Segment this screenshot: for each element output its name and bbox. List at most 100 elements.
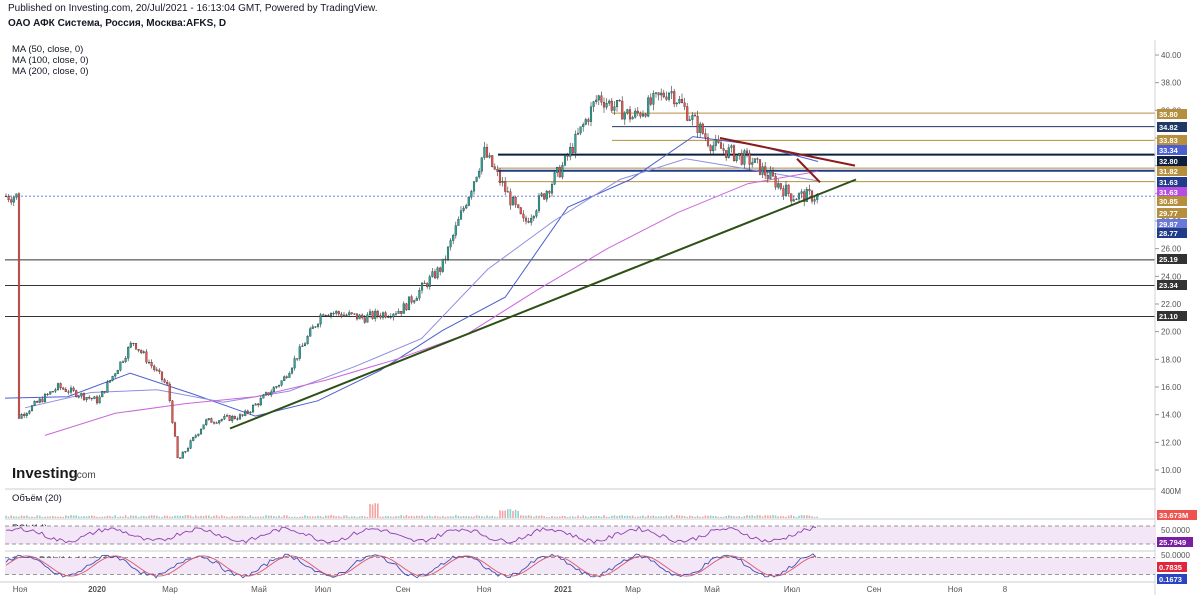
candle-body bbox=[246, 410, 249, 414]
candle-body bbox=[194, 435, 197, 438]
candle-body bbox=[410, 296, 413, 303]
stoch-d-badge bbox=[1157, 574, 1187, 584]
volume-bar bbox=[218, 516, 220, 518]
volume-bar bbox=[252, 516, 254, 518]
candle-body bbox=[556, 166, 559, 173]
candle-body bbox=[561, 165, 564, 178]
candle-body bbox=[166, 381, 169, 385]
volume-bar bbox=[187, 515, 189, 518]
volume-bar bbox=[405, 515, 408, 518]
candle-body bbox=[706, 137, 710, 146]
volume-bar bbox=[434, 515, 436, 518]
candle-body bbox=[654, 92, 658, 94]
candle-body bbox=[779, 183, 782, 189]
volume-bar bbox=[10, 515, 12, 518]
candle-body bbox=[641, 113, 645, 117]
volume-bar bbox=[798, 515, 800, 518]
volume-bar bbox=[790, 515, 792, 518]
x-tick-label: Июл bbox=[315, 585, 332, 594]
volume-bar bbox=[93, 515, 96, 518]
volume-bar bbox=[254, 516, 257, 518]
candle-body bbox=[691, 114, 694, 120]
volume-bar bbox=[808, 515, 811, 518]
candle-body bbox=[485, 146, 489, 158]
volume-bar bbox=[592, 516, 595, 518]
y-tick-label: 22.00 bbox=[1161, 300, 1182, 309]
volume-bar bbox=[397, 516, 400, 518]
candle-body bbox=[355, 313, 359, 320]
candle-body bbox=[608, 100, 611, 104]
volume-bar bbox=[135, 515, 137, 518]
volume-bar bbox=[400, 515, 402, 518]
volume-bar bbox=[98, 516, 101, 518]
candle-body bbox=[540, 193, 543, 196]
volume-bar bbox=[650, 516, 652, 518]
price-badge-label: 25.19 bbox=[1159, 255, 1178, 264]
volume-bar bbox=[80, 516, 83, 518]
volume-bar bbox=[431, 516, 434, 518]
candle-body bbox=[493, 166, 496, 170]
candle-body bbox=[270, 391, 273, 396]
volume-bar bbox=[377, 503, 379, 518]
volume-bar bbox=[548, 516, 551, 518]
candle-body bbox=[46, 393, 49, 395]
candle-body bbox=[457, 219, 460, 226]
volume-bar bbox=[572, 516, 574, 518]
volume-bar bbox=[208, 515, 210, 518]
candle-body bbox=[740, 152, 743, 165]
candle-body bbox=[631, 117, 634, 120]
candle-body bbox=[358, 314, 361, 320]
x-tick-label: Сен bbox=[867, 585, 882, 594]
volume-bar bbox=[613, 515, 616, 518]
candle-body bbox=[111, 375, 114, 381]
candle-body bbox=[80, 393, 83, 397]
volume-bar bbox=[769, 515, 772, 518]
candles bbox=[4, 85, 819, 459]
candle-body bbox=[478, 171, 481, 178]
volume-bar bbox=[712, 516, 714, 518]
candle-body bbox=[376, 310, 379, 316]
candle-body bbox=[717, 139, 720, 143]
candle-body bbox=[306, 336, 309, 344]
volume-bar bbox=[299, 516, 301, 518]
volume-bar bbox=[241, 515, 244, 518]
volume-bar bbox=[293, 516, 296, 518]
volume-bar bbox=[538, 515, 540, 518]
volume-bar bbox=[322, 516, 324, 518]
volume-bar bbox=[369, 503, 371, 518]
candle-body bbox=[628, 109, 632, 120]
ma50-legend: MA (50, close, 0) bbox=[12, 44, 84, 55]
volume-bar bbox=[455, 515, 457, 518]
price-badge bbox=[1157, 254, 1187, 264]
volume-bar bbox=[228, 516, 231, 518]
candle-body bbox=[134, 343, 138, 350]
candle-body bbox=[33, 401, 36, 406]
candle-body bbox=[366, 314, 369, 323]
volume-bar bbox=[444, 516, 447, 518]
candle-body bbox=[363, 317, 366, 323]
candle-body bbox=[132, 342, 135, 345]
candle-body bbox=[301, 345, 304, 347]
candle-body bbox=[800, 191, 803, 194]
candle-body bbox=[384, 312, 387, 318]
x-tick-label: Июл bbox=[784, 585, 801, 594]
price-badge-label: 21.10 bbox=[1159, 312, 1178, 321]
volume-bar bbox=[270, 515, 272, 518]
volume-bar bbox=[728, 515, 730, 518]
volume-bar bbox=[574, 516, 577, 518]
price-badge-label: 31.63 bbox=[1159, 188, 1178, 197]
candle-body bbox=[223, 416, 226, 420]
trend-line bbox=[229, 178, 857, 430]
volume-bar bbox=[436, 516, 439, 518]
candle-body bbox=[335, 311, 338, 314]
volume-bar bbox=[611, 515, 613, 518]
candle-body bbox=[20, 414, 23, 419]
candle-body bbox=[813, 199, 816, 202]
volume-bar bbox=[754, 516, 756, 518]
volume-bar bbox=[221, 515, 223, 518]
horizontal-levels bbox=[5, 112, 1155, 317]
volume-bar bbox=[223, 516, 226, 518]
volume-bar bbox=[720, 516, 722, 518]
